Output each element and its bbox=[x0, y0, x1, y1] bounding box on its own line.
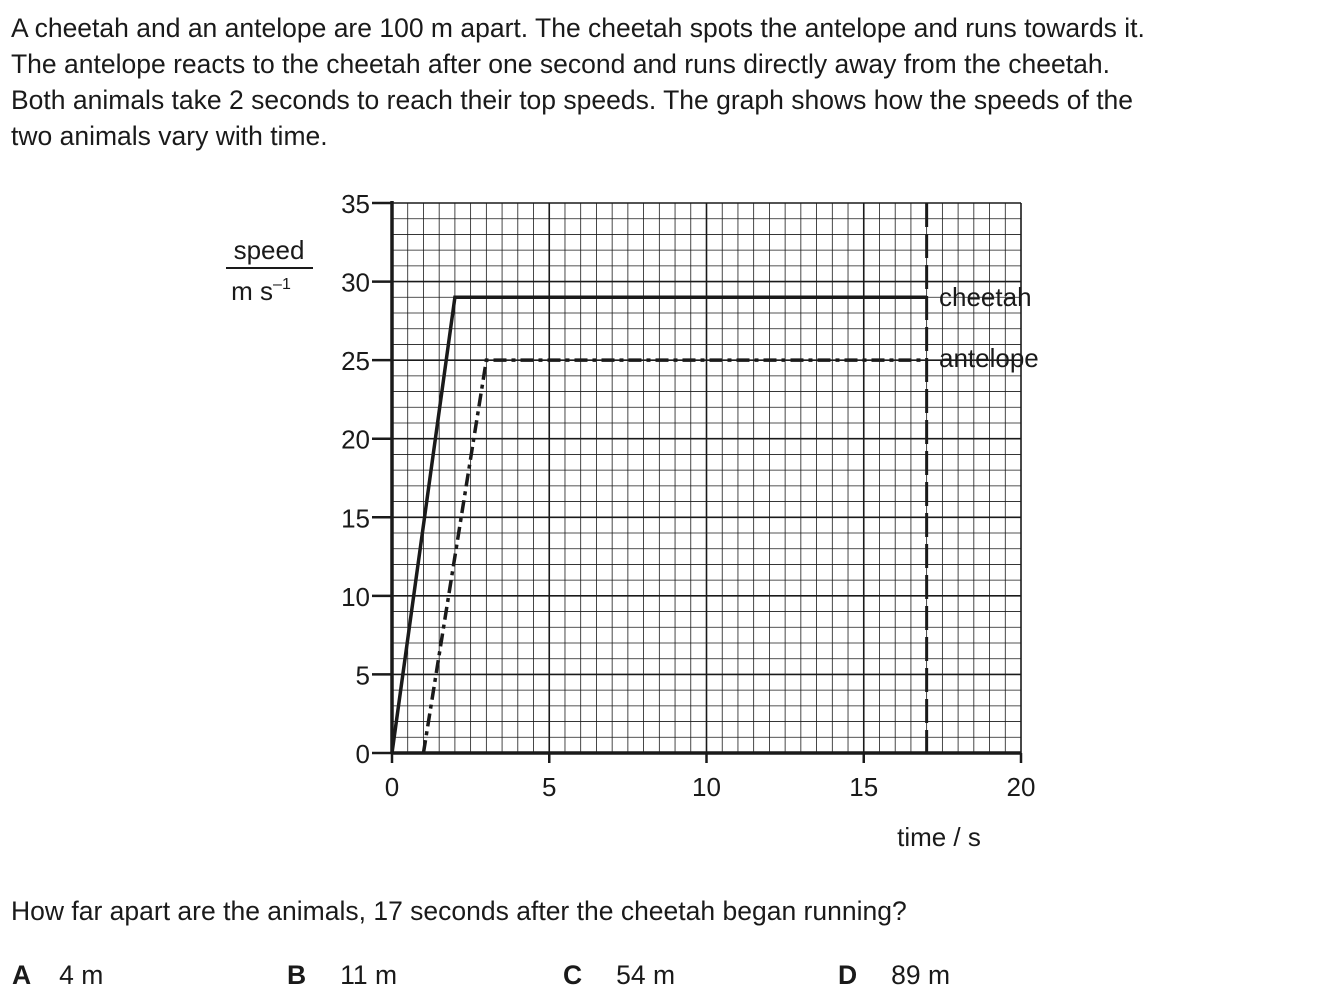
option-d[interactable]: D 89 m bbox=[838, 957, 950, 993]
axes: 0 5 10 15 20 25 30 35 0 5 10 15 20 bbox=[341, 189, 1035, 802]
y-axis-unit-exponent: –1 bbox=[273, 276, 291, 293]
x-tick-label: 5 bbox=[542, 772, 556, 802]
question-prompt: How far apart are the animals, 17 second… bbox=[11, 896, 907, 926]
option-a-answer: 4 m bbox=[59, 960, 104, 990]
option-d-answer: 89 m bbox=[891, 960, 951, 990]
option-c-answer: 54 m bbox=[616, 960, 676, 990]
option-b[interactable]: B 11 m bbox=[287, 957, 397, 993]
x-tick-label: 20 bbox=[1007, 772, 1036, 802]
y-tick-label: 25 bbox=[341, 346, 370, 376]
y-axis-unit: m s bbox=[231, 276, 273, 306]
y-tick-label: 0 bbox=[356, 739, 370, 769]
option-b-answer: 11 m bbox=[340, 960, 398, 990]
y-axis-label-numerator: speed bbox=[234, 235, 305, 265]
y-tick-label: 20 bbox=[341, 425, 370, 455]
question-line-1: A cheetah and an antelope are 100 m apar… bbox=[11, 13, 1145, 43]
speed-time-graph: 0 5 10 15 20 25 30 35 0 5 10 15 20 speed m s–1 time … bbox=[226, 189, 1039, 852]
y-tick-label: 10 bbox=[341, 582, 370, 612]
option-a-letter: A bbox=[12, 960, 32, 990]
x-tick-label: 15 bbox=[849, 772, 878, 802]
cheetah-series-line bbox=[390, 295, 927, 754]
x-tick-label: 0 bbox=[385, 772, 399, 802]
option-c[interactable]: C 54 m bbox=[563, 957, 675, 993]
y-tick-label: 15 bbox=[341, 503, 370, 533]
y-tick-label: 35 bbox=[341, 189, 370, 219]
y-tick-label: 30 bbox=[341, 268, 370, 298]
option-d-letter: D bbox=[838, 960, 858, 990]
antelope-series-line bbox=[421, 358, 927, 754]
question-text: A cheetah and an antelope are 100 m apar… bbox=[11, 10, 1331, 154]
x-tick-label: 10 bbox=[692, 772, 721, 802]
option-c-letter: C bbox=[563, 960, 583, 990]
option-b-letter: B bbox=[287, 960, 307, 990]
question-line-2: The antelope reacts to the cheetah after… bbox=[11, 49, 1110, 79]
antelope-label: antelope bbox=[939, 343, 1039, 373]
y-axis-label-denominator: m s–1 bbox=[231, 276, 291, 306]
question-line-3: Both animals take 2 seconds to reach the… bbox=[11, 85, 1134, 115]
cheetah-label: cheetah bbox=[939, 282, 1032, 312]
question-line-4: two animals vary with time. bbox=[11, 121, 328, 151]
y-tick-label: 5 bbox=[356, 660, 370, 690]
x-axis-label: time / s bbox=[897, 822, 981, 852]
series-layer bbox=[390, 203, 929, 754]
option-a[interactable]: A 4 m bbox=[12, 957, 103, 993]
